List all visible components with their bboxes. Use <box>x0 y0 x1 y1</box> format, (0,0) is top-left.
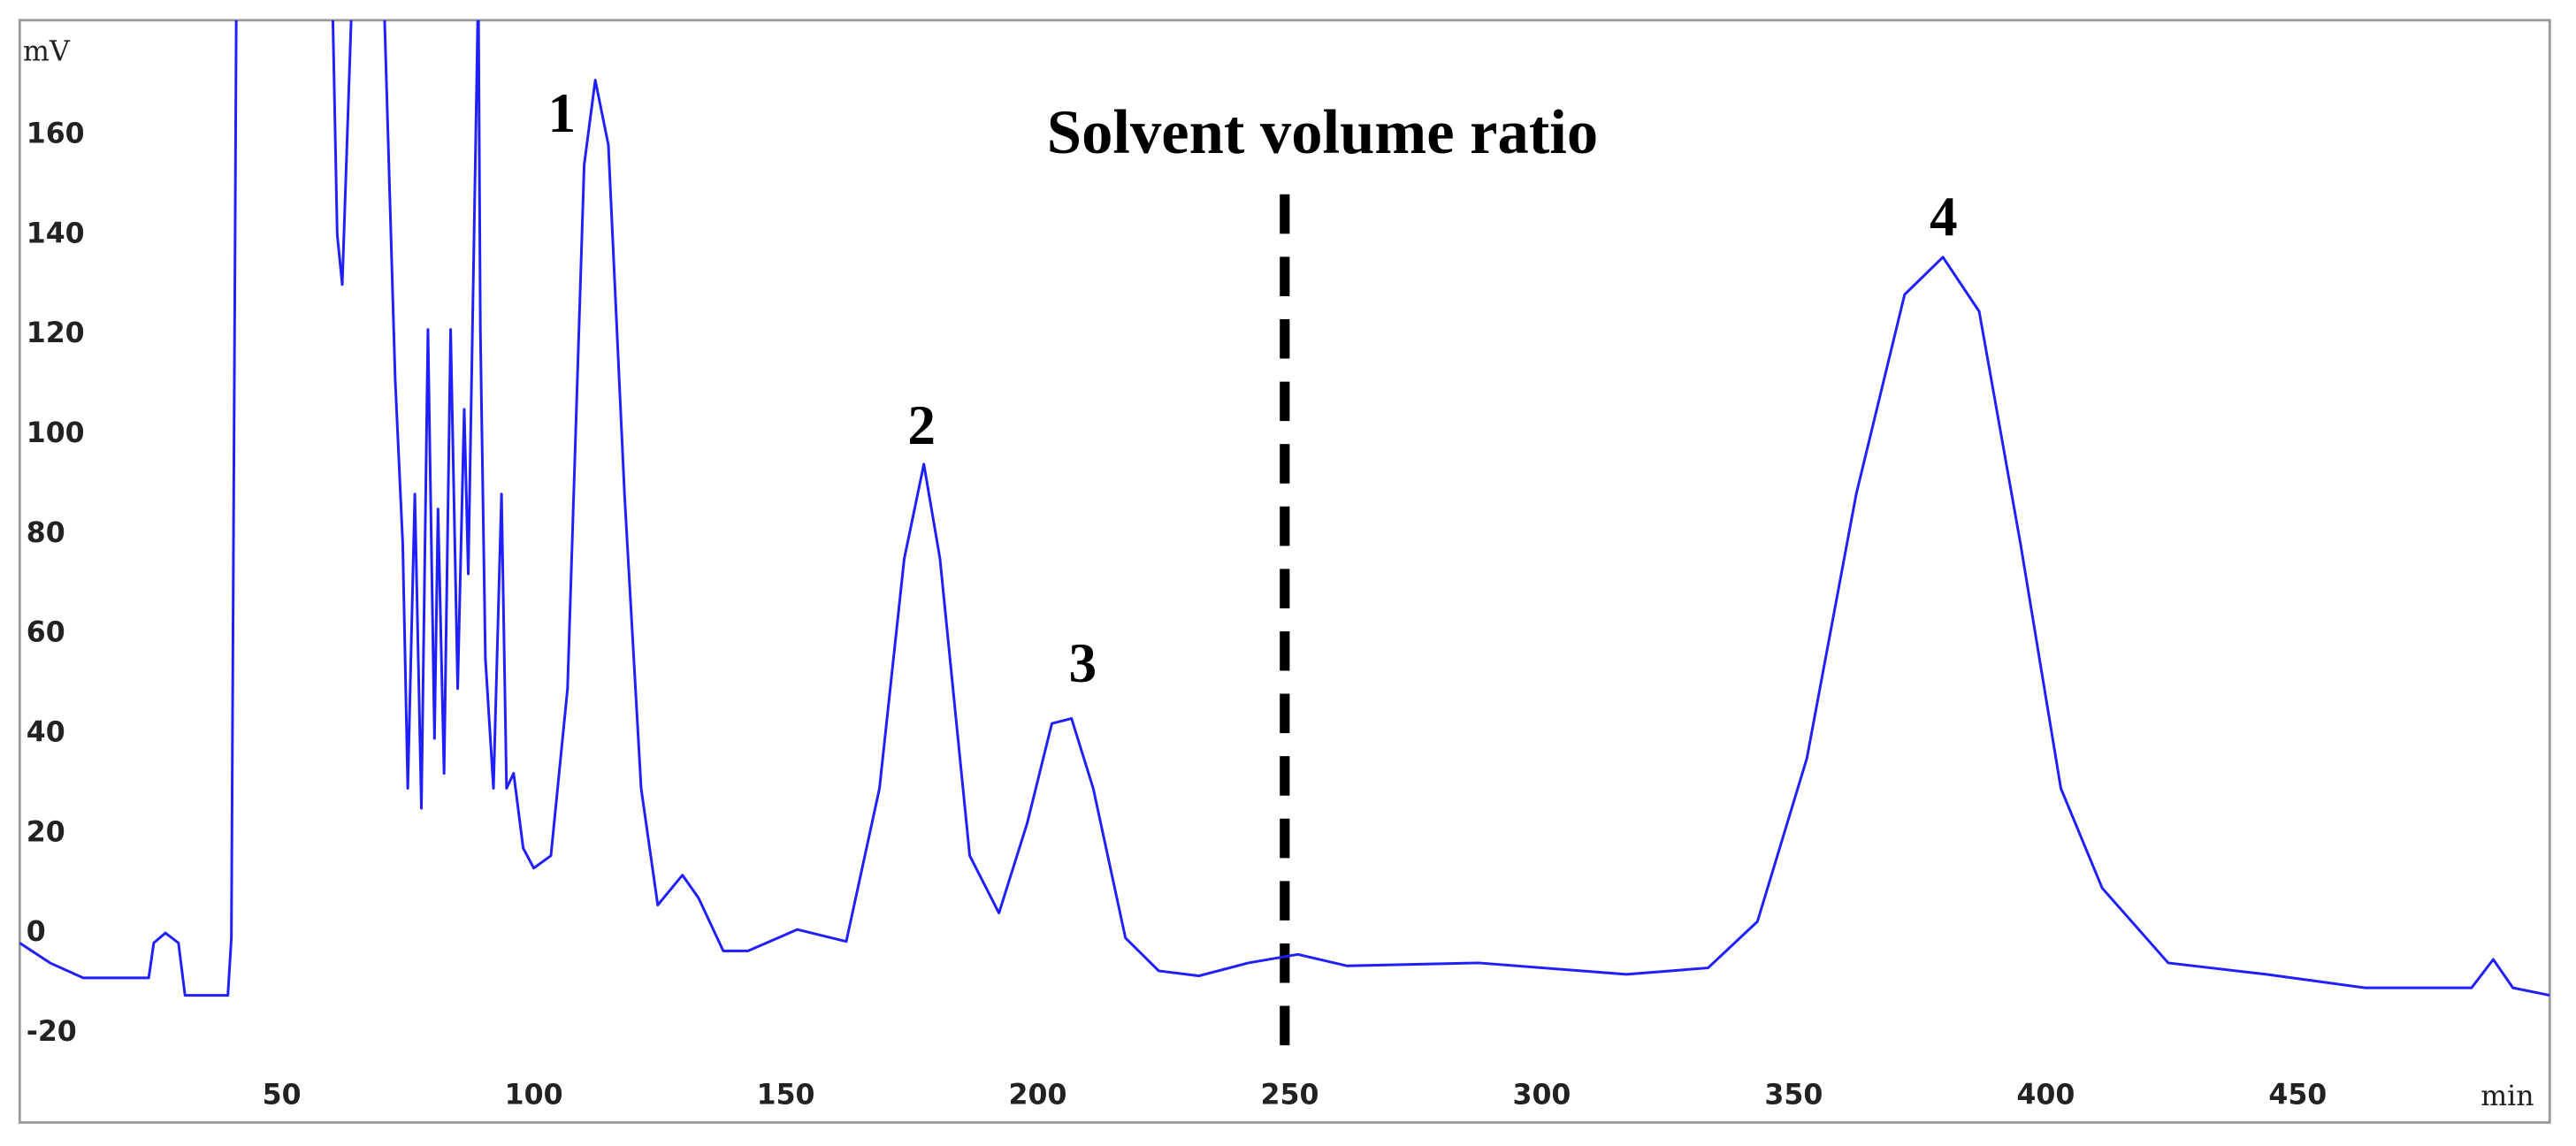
annotation: Solvent volume ratio <box>1047 98 1598 167</box>
x-tick-label: 400 <box>2016 1080 2075 1112</box>
x-tick-label: 350 <box>1764 1080 1823 1112</box>
y-tick-label: 80 <box>27 517 65 549</box>
plot-frame <box>18 19 2551 1124</box>
x-tick-label: 200 <box>1009 1080 1067 1112</box>
y-tick-label: 40 <box>27 716 65 748</box>
x-unit: min <box>2480 1081 2534 1112</box>
y-tick-label: -20 <box>27 1016 77 1048</box>
y-tick-label: 140 <box>27 218 85 249</box>
x-tick-label: 250 <box>1261 1080 1319 1112</box>
peak-label: 4 <box>1930 186 1958 248</box>
y-tick-label: 120 <box>27 317 85 349</box>
x-tick-label: 50 <box>263 1080 302 1112</box>
y-tick-label: 0 <box>27 916 46 948</box>
x-tick-label: 300 <box>1512 1080 1571 1112</box>
y-tick-label: 100 <box>27 417 85 449</box>
x-tick-label: 100 <box>505 1080 563 1112</box>
y-unit: mV <box>23 36 71 68</box>
x-tick-label: 450 <box>2268 1080 2327 1112</box>
peak-label: 3 <box>1068 632 1097 694</box>
y-tick-label: 60 <box>27 617 65 649</box>
trace-line <box>19 19 2550 997</box>
x-tick-label: 150 <box>757 1080 815 1112</box>
peak-label: 1 <box>548 82 577 144</box>
peak-label: 2 <box>907 394 936 456</box>
y-tick-label: 20 <box>27 816 65 848</box>
y-tick-label: 160 <box>27 118 85 150</box>
